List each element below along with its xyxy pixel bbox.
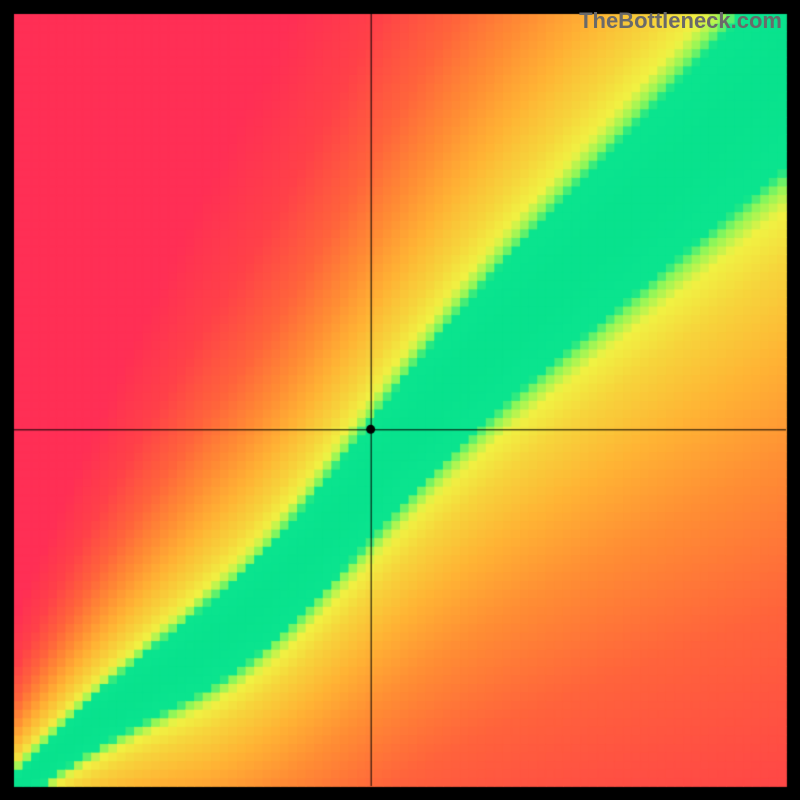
watermark-text: TheBottleneck.com <box>579 8 782 34</box>
chart-container: TheBottleneck.com <box>0 0 800 800</box>
bottleneck-heatmap <box>0 0 800 800</box>
